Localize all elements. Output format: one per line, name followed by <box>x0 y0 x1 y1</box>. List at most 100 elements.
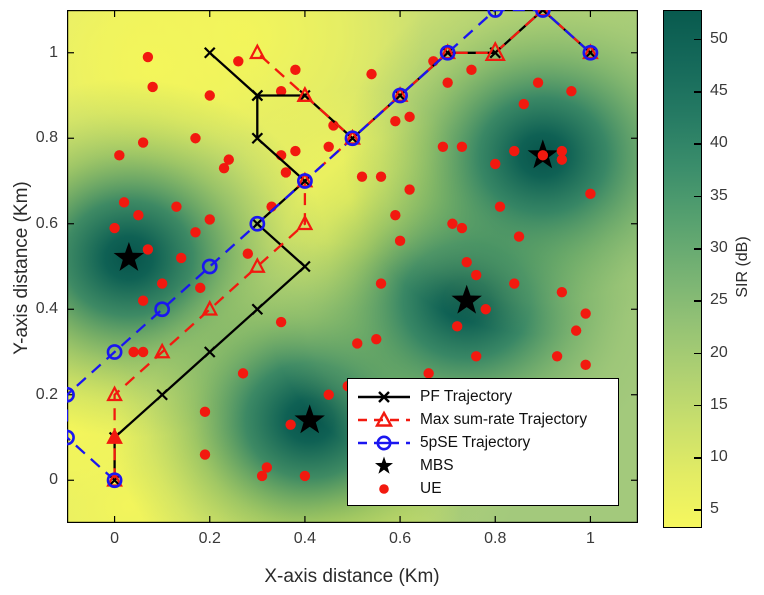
fivepse-trajectory <box>67 10 592 482</box>
x-axis-label: X-axis distance (Km) <box>264 566 440 587</box>
ue-dot <box>570 325 582 336</box>
axis-tick-marks <box>67 10 638 523</box>
ue-dot <box>323 141 334 152</box>
ue-dot <box>147 81 158 93</box>
triangle-marker <box>296 171 314 188</box>
y-tick-label: 0.2 <box>35 385 58 403</box>
trajectory-line <box>113 10 592 481</box>
circle-marker <box>534 10 551 18</box>
x-marker <box>394 89 406 102</box>
triangle-marker <box>296 214 314 231</box>
ue-dot <box>114 150 125 161</box>
ue-dot <box>242 248 254 259</box>
max-sum-rate-markers <box>106 10 599 487</box>
ue-dot <box>204 214 215 225</box>
legend-label-mbs: MBS <box>420 456 454 474</box>
triangle-marker <box>582 43 599 60</box>
mbs-star <box>451 284 482 314</box>
x-marker <box>299 260 311 273</box>
legend-row-5pse: 5pSE Trajectory <box>356 431 610 454</box>
ue-dot <box>118 197 130 208</box>
max-sum-rate-trajectory <box>113 10 592 481</box>
ue-dot <box>471 269 482 281</box>
ue-dot <box>233 56 244 67</box>
ue-dot <box>466 64 477 76</box>
ue-dot <box>190 133 201 144</box>
ue-dot <box>404 111 415 123</box>
x-marker <box>346 132 359 145</box>
ue-dot <box>190 227 201 238</box>
y-tick-label: 1 <box>49 43 58 61</box>
ue-dot <box>551 351 563 362</box>
legend-label-5pse: 5pSE Trajectory <box>420 433 531 451</box>
x-marker <box>203 346 216 358</box>
ue-dot <box>352 338 363 349</box>
colorbar-tick-label: 5 <box>710 500 719 518</box>
mbs-star <box>294 404 325 434</box>
ue-dot <box>275 316 287 328</box>
circle-marker <box>392 87 408 104</box>
ue-dot <box>513 231 525 242</box>
ue-dot <box>285 419 296 430</box>
circle-marker <box>249 215 266 232</box>
ue-dot <box>394 235 406 247</box>
ue-dot <box>580 308 591 319</box>
circle-marker <box>487 10 504 18</box>
ue-dot <box>261 462 273 473</box>
ue-dot <box>133 210 144 221</box>
ue-dot <box>556 286 568 298</box>
ue-dot <box>142 244 154 255</box>
circle-marker <box>201 258 218 275</box>
ue-dot <box>290 145 301 157</box>
ue-dot <box>375 278 387 289</box>
trajectory-line <box>67 10 592 482</box>
colorbar-tick-label: 45 <box>710 82 728 100</box>
triangle-marker <box>344 128 361 145</box>
ue-dot <box>290 64 301 76</box>
ue-dot <box>556 154 568 165</box>
ue-dot <box>356 171 368 182</box>
x-tick-label: 0.6 <box>388 530 412 547</box>
triangle-marker <box>296 86 314 102</box>
plot-border <box>67 10 638 523</box>
circle-marker <box>297 173 313 189</box>
x-tick-label: 0.4 <box>293 530 317 547</box>
circle-marker <box>582 44 599 61</box>
ue-dot <box>585 188 596 200</box>
x-marker <box>108 474 121 487</box>
colorbar-tick-mark <box>694 509 701 511</box>
circle-marker <box>344 130 361 147</box>
colorbar-tick-mark <box>694 143 701 145</box>
x-marker <box>537 10 549 16</box>
ue-dot <box>456 222 468 234</box>
ue-dot <box>580 359 591 371</box>
colorbar-tick-label: 35 <box>710 186 728 204</box>
colorbar-tick-mark <box>694 457 701 459</box>
ue-dot <box>471 351 482 362</box>
ue-dot <box>223 154 234 165</box>
ue-dot <box>199 449 211 460</box>
legend: PF Trajectory Max sum-rate Trajectory 5p… <box>347 378 619 506</box>
ue-dot <box>494 201 506 212</box>
mbs-star-sample-icon <box>375 456 393 474</box>
ue-dots <box>109 51 596 482</box>
ue-dot <box>204 90 215 101</box>
ue-dot <box>195 282 206 294</box>
y-tick-label: 0 <box>49 471 58 489</box>
ue-dot <box>461 257 472 268</box>
ue-dot <box>176 252 187 264</box>
legend-label-maxsumrate: Max sum-rate Trajectory <box>420 410 588 428</box>
x-marker <box>441 46 454 59</box>
ue-dot <box>171 201 182 212</box>
mbs-star <box>113 242 145 271</box>
y-tick-label: 0.4 <box>35 300 58 318</box>
ue-dot <box>509 145 520 157</box>
fivepse-markers <box>67 10 599 489</box>
triangle-marker <box>248 257 266 273</box>
triangle-marker <box>106 470 123 487</box>
colorbar-tick-label: 50 <box>710 29 728 47</box>
legend-label-ue: UE <box>420 479 442 497</box>
triangle-marker <box>439 43 457 60</box>
legend-row-ue: UE <box>356 477 610 500</box>
